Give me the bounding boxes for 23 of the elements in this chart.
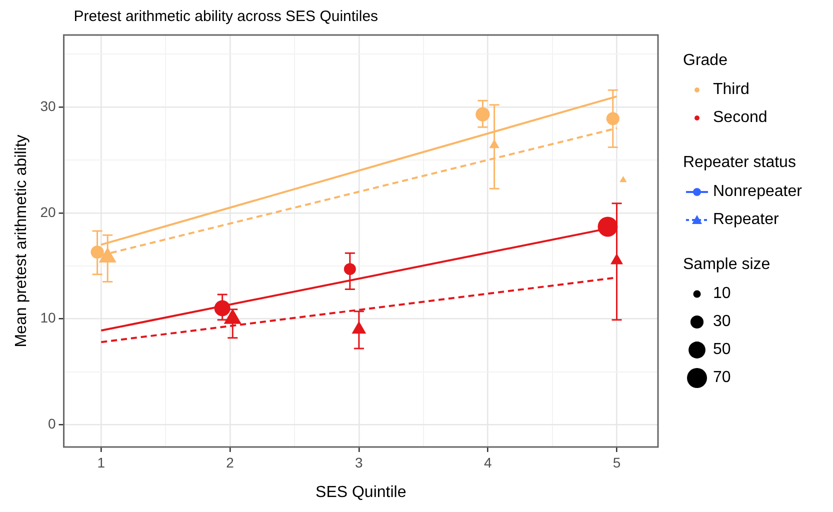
x-tick-label: 4	[484, 454, 492, 470]
y-tick-label: 30	[40, 98, 56, 114]
x-tick-label: 5	[612, 454, 621, 470]
legend-label: 10	[713, 285, 731, 303]
y-tick-label: 0	[48, 416, 56, 432]
text: Repeater status	[683, 154, 797, 172]
text: Repeater	[713, 211, 779, 229]
legend-label: 30	[713, 313, 731, 331]
x-axis-title: SES Quintile	[316, 484, 406, 501]
y-axis-title: Mean pretest arithmetic ability	[13, 134, 30, 348]
text: Nonrepeater	[713, 183, 802, 201]
legend-label: Third	[713, 81, 750, 99]
legend-label: Second	[713, 109, 768, 127]
legend-label: 50	[713, 341, 731, 359]
text: Sample size	[683, 256, 772, 274]
legend-label: 70	[713, 369, 731, 387]
chart-title: Pretest arithmetic ability across SES Quintiles	[74, 8, 378, 26]
x-tick-label: 2	[226, 454, 234, 470]
y-tick-label: 20	[40, 204, 56, 220]
y-tick-label: 10	[40, 310, 56, 326]
x-tick-label: 3	[355, 454, 364, 470]
legend-title: Grade	[683, 52, 728, 70]
x-tick-label: 1	[97, 454, 106, 470]
